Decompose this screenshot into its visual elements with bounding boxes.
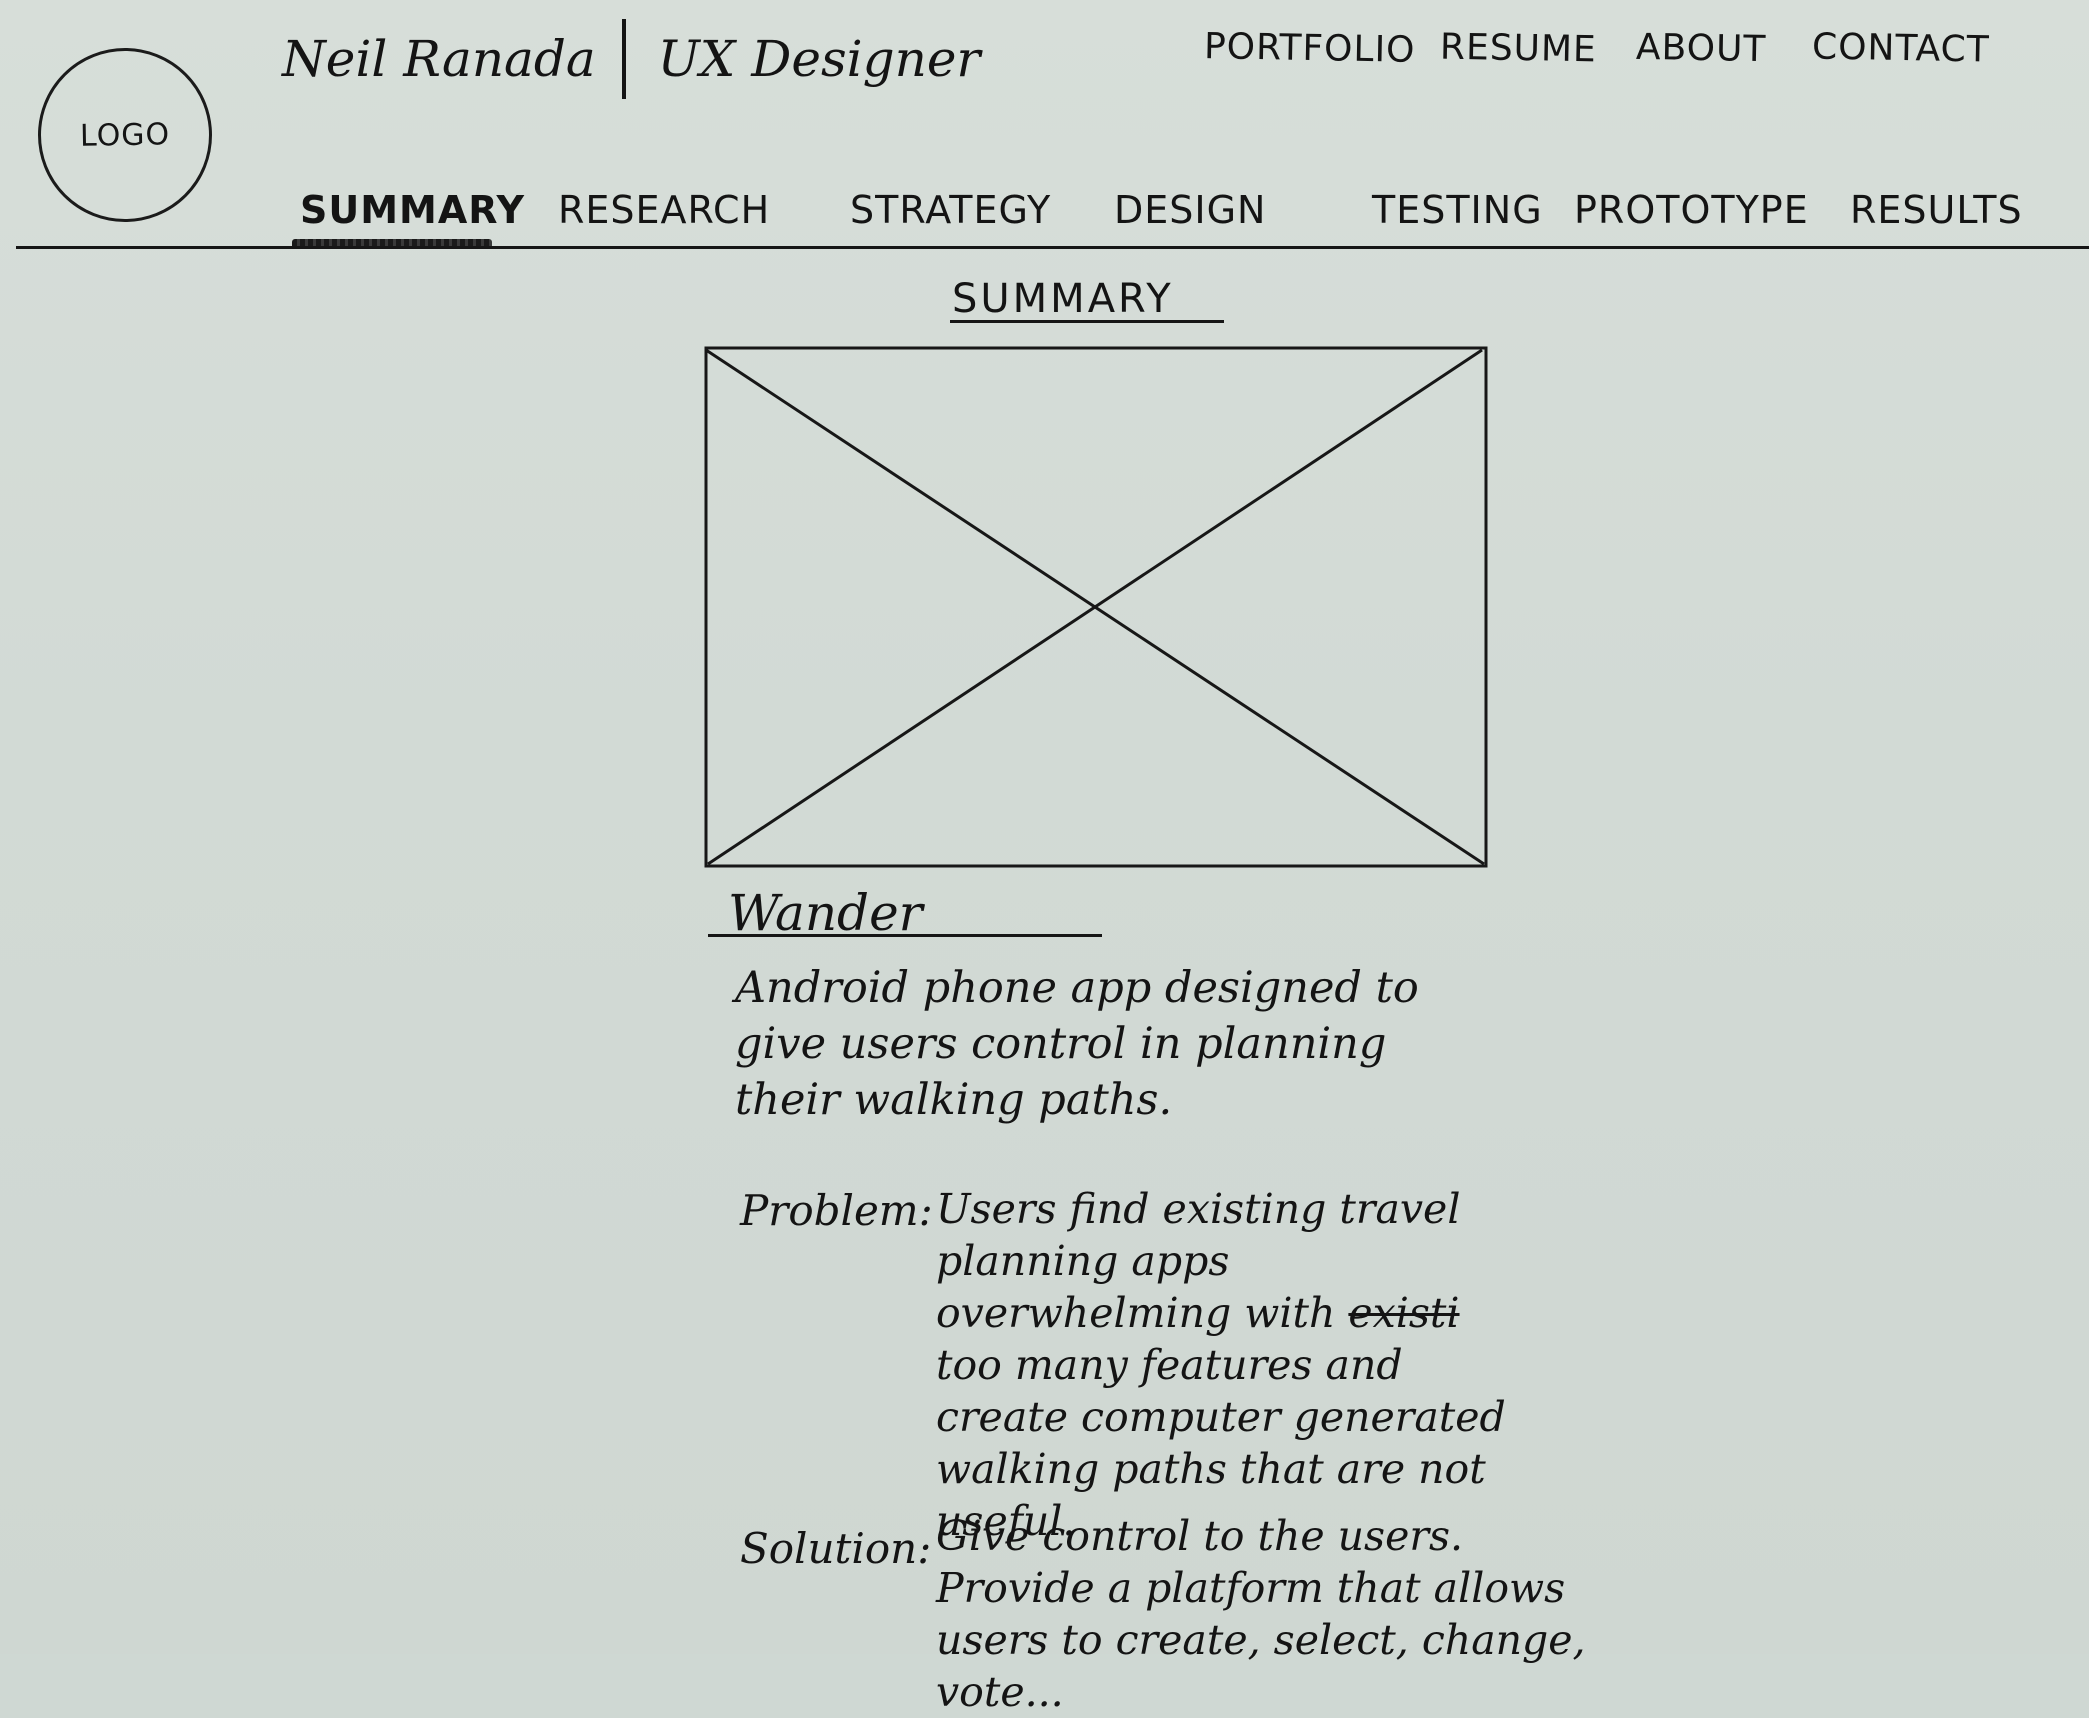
hero-image-placeholder <box>704 346 1488 868</box>
project-title: Wander <box>728 884 923 942</box>
solution-text: Give control to the users. Provide a pla… <box>936 1512 1586 1716</box>
designer-name: Neil Ranada <box>282 30 596 88</box>
active-tab-indicator <box>292 239 492 249</box>
nav-portfolio[interactable]: PORTFOLIO <box>1203 26 1416 71</box>
brand-divider <box>621 19 626 99</box>
problem-text-end: too many features and create computer ge… <box>936 1341 1506 1545</box>
logo-label: LOGO <box>79 116 171 154</box>
image-frame <box>704 346 1488 868</box>
nav-resume[interactable]: RESUME <box>1439 26 1598 71</box>
tab-prototype[interactable]: PROTOTYPE <box>1574 188 1809 232</box>
header-divider <box>16 246 2089 249</box>
nav-about[interactable]: ABOUT <box>1635 26 1767 71</box>
site-brand: Neil Ranada UX Designer <box>282 16 980 102</box>
image-diagonal-2 <box>707 348 1483 866</box>
solution-label: Solution: <box>740 1524 932 1573</box>
designer-role: UX Designer <box>657 30 981 88</box>
project-description: Android phone app designed to give users… <box>735 963 1419 1125</box>
tab-summary[interactable]: SUMMARY <box>300 188 525 232</box>
sketch-paper <box>0 0 2089 1654</box>
problem-text: Users find existing travel planning apps… <box>936 1183 1536 1547</box>
problem-text-start: Users find existing travel planning apps… <box>936 1185 1461 1337</box>
logo[interactable]: LOGO <box>38 48 212 222</box>
tab-strategy[interactable]: STRATEGY <box>850 188 1052 232</box>
section-title: SUMMARY <box>952 276 1174 322</box>
problem-struck-text: existi <box>1348 1289 1460 1337</box>
problem-label: Problem: <box>740 1186 933 1235</box>
tab-research[interactable]: RESEARCH <box>558 188 771 232</box>
section-tabs: SUMMARY RESEARCH STRATEGY DESIGN TESTING… <box>0 188 2089 248</box>
top-navigation: PORTFOLIO RESUME ABOUT CONTACT <box>1200 26 1990 78</box>
project-title-underline <box>708 934 1102 937</box>
section-title-underline <box>950 320 1224 323</box>
tab-design[interactable]: DESIGN <box>1114 188 1267 232</box>
tab-testing[interactable]: TESTING <box>1372 188 1543 232</box>
tab-results[interactable]: RESULTS <box>1850 188 2023 232</box>
nav-contact[interactable]: CONTACT <box>1811 26 1991 71</box>
